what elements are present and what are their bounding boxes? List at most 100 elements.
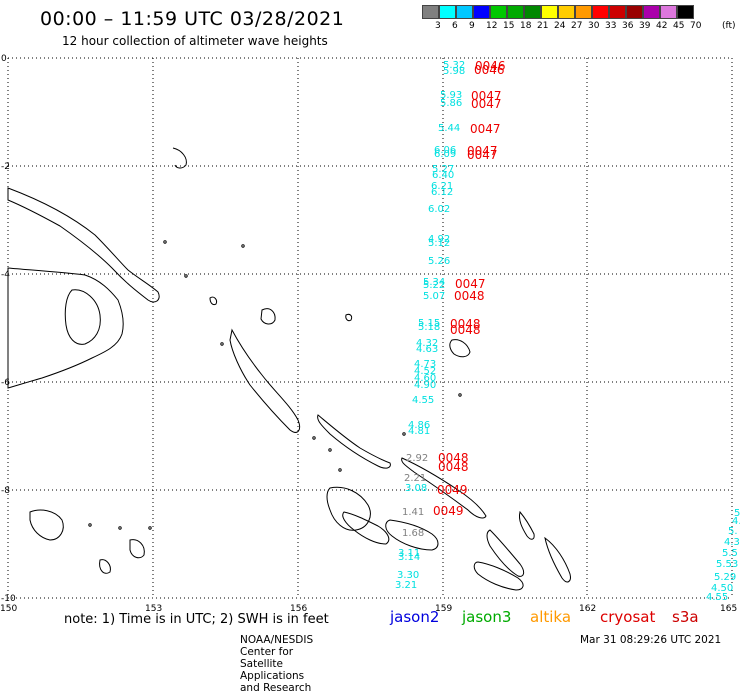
- small-island: [118, 526, 122, 530]
- longitude-label: 159: [435, 604, 452, 614]
- wave-height-value: 4.: [732, 516, 740, 527]
- coastline: [449, 339, 471, 358]
- coastline: [544, 536, 571, 583]
- wave-height-value: 5.5: [722, 548, 738, 559]
- wave-height-value: 6.02: [428, 204, 450, 215]
- small-island: [88, 523, 92, 527]
- observation-time-label: 0048: [454, 289, 485, 303]
- scale-label: 42: [656, 21, 668, 31]
- observation-time-label: 0049: [433, 504, 464, 518]
- small-island: [312, 436, 316, 440]
- scale-label: 18: [520, 21, 532, 31]
- small-island: [458, 393, 462, 397]
- wave-height-value: 5.44: [438, 123, 460, 134]
- scale-swatch: [524, 5, 541, 19]
- coastline: [385, 519, 439, 551]
- latitude-label: -2: [1, 162, 10, 172]
- wave-height-value: 5.86: [440, 98, 462, 109]
- satellite-legend-item: s3a: [672, 608, 699, 626]
- wave-height-value: 5.98: [443, 66, 465, 77]
- latitude-label: -8: [1, 486, 10, 496]
- map-title: 00:00 – 11:59 UTC 03/28/2021: [40, 8, 345, 30]
- wave-height-value: 5.07: [423, 291, 445, 302]
- scale-label: 45: [673, 21, 685, 31]
- small-island: [402, 432, 406, 436]
- wave-height-value: 4.32: [416, 338, 438, 349]
- wave-height-value: 6.40: [432, 170, 454, 181]
- longitude-label: 153: [145, 604, 162, 614]
- coastline: [326, 486, 371, 531]
- observation-time-label: 0048: [438, 460, 469, 474]
- satellite-legend-item: cryosat: [600, 608, 656, 626]
- latitude-label: 0: [1, 54, 7, 64]
- wave-height-value: 4.90: [414, 380, 436, 391]
- scale-label: 21: [537, 21, 549, 31]
- small-island: [148, 526, 152, 530]
- wave-height-value: 6.21: [431, 181, 453, 192]
- scale-label: 36: [622, 21, 634, 31]
- coastline: [486, 529, 525, 577]
- coastline: [172, 147, 187, 169]
- wave-height-value: 6.09: [434, 149, 456, 160]
- scale-unit-label: (ft): [722, 21, 736, 31]
- latitude-label: -4: [1, 270, 10, 280]
- observation-time-label: 0048: [450, 323, 481, 337]
- longitude-label: 165: [720, 604, 737, 614]
- scale-swatch: [473, 5, 490, 19]
- map-subtitle: 12 hour collection of altimeter wave hei…: [62, 34, 328, 48]
- wave-height-value: 5.: [734, 508, 740, 519]
- wave-height-value: 4.52: [414, 366, 436, 377]
- scale-swatch: [456, 5, 473, 19]
- coastline: [209, 296, 217, 306]
- scale-swatch: [558, 5, 575, 19]
- small-island: [241, 244, 245, 248]
- wave-height-value: 4.92: [428, 234, 450, 245]
- satellite-legend-item: altika: [530, 608, 572, 626]
- scale-swatch: [507, 5, 524, 19]
- coastline: [129, 539, 145, 559]
- small-island: [328, 448, 332, 452]
- wave-height-value: 6.06: [434, 145, 456, 156]
- footer-timestamp: Mar 31 08:29:26 UTC 2021: [580, 634, 722, 646]
- scale-label: 15: [503, 21, 515, 31]
- coastline: [317, 414, 391, 469]
- coastline: [260, 308, 276, 325]
- small-island: [220, 342, 224, 346]
- scale-swatch: [626, 5, 643, 19]
- wave-height-value: 2.92: [406, 453, 428, 464]
- wave-height-value: 5.34: [423, 277, 445, 288]
- observation-time-label: 0046: [475, 59, 506, 73]
- small-island: [163, 240, 167, 244]
- observation-time-label: 0047: [455, 277, 486, 291]
- small-island: [184, 274, 188, 278]
- wave-height-scale-labels: 3 6 9 12 15 18 21 24 27 30 33 36 39 42 45 70 (ft): [422, 21, 740, 33]
- scale-swatch: [541, 5, 558, 19]
- coastline: [345, 313, 353, 322]
- scale-swatch: [592, 5, 609, 19]
- wave-height-value: 3.11: [398, 548, 420, 559]
- wave-height-value: 3.30: [397, 570, 419, 581]
- wave-height-value: 3.08: [405, 483, 427, 494]
- wave-height-color-scale: [422, 5, 694, 19]
- longitude-label: 156: [290, 604, 307, 614]
- footer-credit: NOAA/NESDIS Center for Satellite Applica…: [240, 634, 314, 694]
- observation-time-label: 0049: [437, 483, 468, 497]
- coastline: [229, 328, 301, 433]
- observation-time-label: 0048: [450, 317, 481, 331]
- wave-height-value: 5.15: [418, 318, 440, 329]
- coastline: [473, 561, 524, 591]
- scale-swatch: [422, 5, 439, 19]
- scale-swatch: [677, 5, 694, 19]
- scale-label: 70: [690, 21, 702, 31]
- wave-height-value: 5.26: [428, 256, 450, 267]
- scale-label: 12: [486, 21, 498, 31]
- observation-time-label: 0048: [438, 451, 469, 465]
- coastline: [29, 509, 64, 541]
- wave-height-value: 4.50: [711, 583, 733, 594]
- wave-height-value: 4.60: [414, 373, 436, 384]
- latitude-label: -6: [1, 378, 10, 388]
- wave-height-value: 1.68: [402, 528, 424, 539]
- observation-time-label: 0047: [471, 97, 502, 111]
- scale-label: 27: [571, 21, 583, 31]
- coastline: [99, 559, 111, 574]
